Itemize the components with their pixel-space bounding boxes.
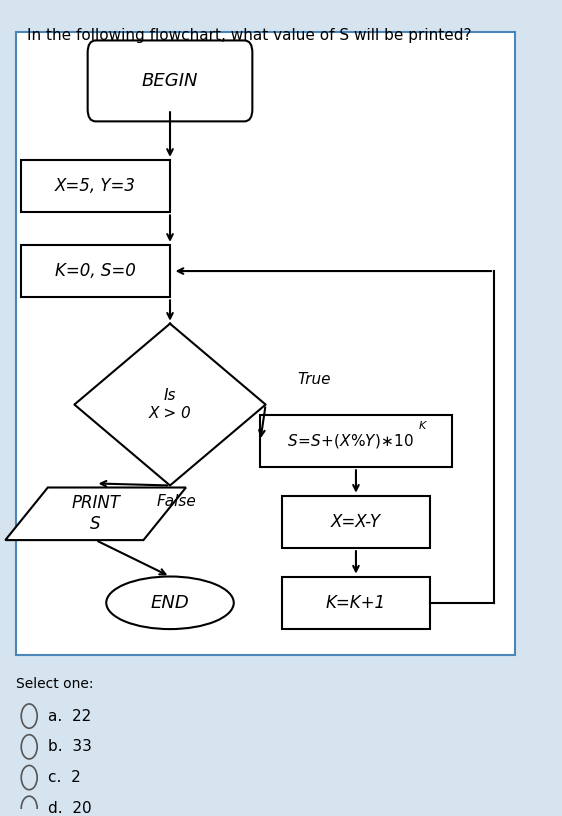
Polygon shape [74, 324, 266, 486]
Text: b.  33: b. 33 [48, 739, 92, 754]
Text: K=0, S=0: K=0, S=0 [55, 262, 136, 280]
Text: BEGIN: BEGIN [142, 72, 198, 90]
FancyBboxPatch shape [88, 41, 252, 122]
Text: X=5, Y=3: X=5, Y=3 [55, 177, 136, 195]
Bar [282, 576, 430, 629]
Text: a.  22: a. 22 [48, 708, 91, 724]
Text: K: K [419, 421, 426, 432]
Text: In the following flowchart, what value of S will be printed?: In the following flowchart, what value o… [26, 29, 471, 43]
Text: False: False [157, 494, 197, 508]
Bar [282, 495, 430, 548]
Bar [21, 160, 170, 212]
Text: Select one:: Select one: [16, 676, 93, 690]
Text: True: True [297, 372, 331, 388]
Text: Is
X > 0: Is X > 0 [148, 388, 192, 421]
Ellipse shape [106, 576, 234, 629]
Text: END: END [151, 594, 189, 612]
Polygon shape [5, 487, 186, 540]
Bar [260, 415, 452, 468]
Text: PRINT
S: PRINT S [71, 494, 120, 533]
Text: K=K+1: K=K+1 [326, 594, 386, 612]
Bar [21, 245, 170, 297]
Text: d.  20: d. 20 [48, 800, 92, 816]
Bar [16, 33, 515, 655]
Text: X=X-Y: X=X-Y [331, 513, 381, 531]
Text: $S\!=\!S\!+\!(X\%Y)\!\ast\!10$: $S\!=\!S\!+\!(X\%Y)\!\ast\!10$ [287, 432, 414, 450]
Text: c.  2: c. 2 [48, 770, 80, 785]
